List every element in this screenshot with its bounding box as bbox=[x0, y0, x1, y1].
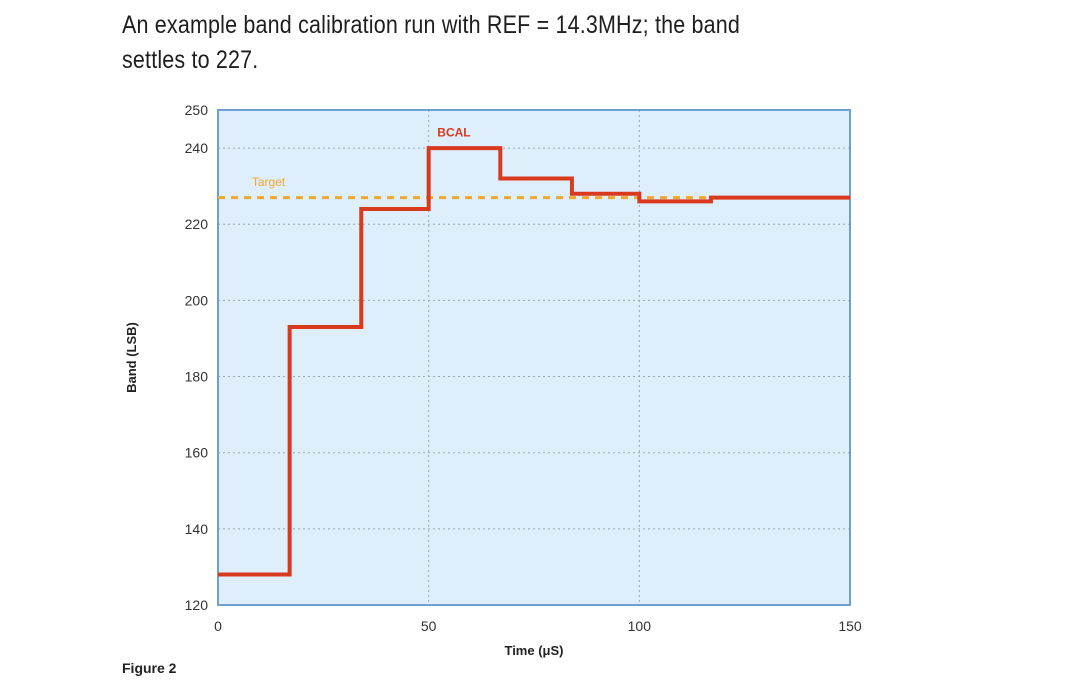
x-axis-title: Time (μS) bbox=[504, 643, 563, 658]
y-tick-label: 160 bbox=[185, 445, 209, 461]
y-tick-label: 180 bbox=[185, 369, 209, 385]
x-tick-label: 50 bbox=[421, 618, 437, 634]
bcal-series-line bbox=[218, 146, 850, 577]
x-tick-label: 0 bbox=[214, 618, 222, 634]
y-tick-label: 140 bbox=[185, 521, 209, 537]
bcal-label: BCAL bbox=[437, 126, 470, 140]
y-tick-label: 220 bbox=[185, 216, 209, 232]
y-tick-label: 240 bbox=[185, 140, 209, 156]
plot-area bbox=[218, 110, 850, 605]
x-tick-label: 100 bbox=[628, 618, 652, 634]
y-tick-label: 200 bbox=[185, 292, 209, 308]
plot-frame bbox=[217, 109, 851, 606]
y-tick-label: 250 bbox=[185, 102, 209, 118]
y-axis-title: Band (LSB) bbox=[124, 322, 139, 393]
y-tick-label: 120 bbox=[185, 597, 209, 613]
target-label: Target bbox=[252, 175, 286, 189]
figure-caption: An example band calibration run with REF… bbox=[122, 11, 741, 74]
x-tick-label: 150 bbox=[838, 618, 862, 634]
figure-label: Figure 2 bbox=[122, 660, 177, 676]
